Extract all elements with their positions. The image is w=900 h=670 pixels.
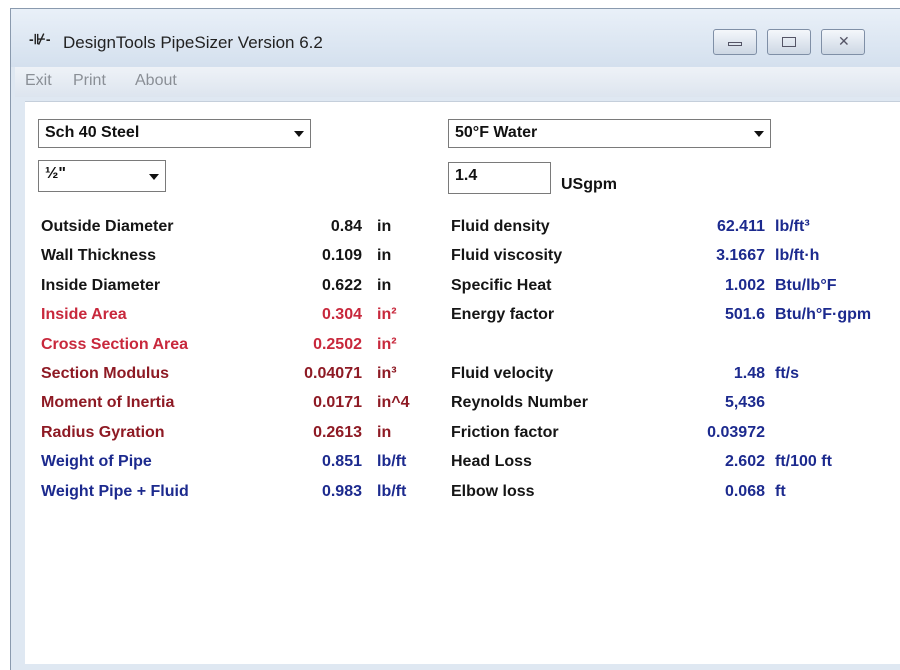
flow-input[interactable]: 1.4 [448,162,551,194]
row-unit: ft/s [775,365,799,383]
row-unit: Btu/h°F·gpm [775,306,871,324]
menu-item[interactable]: Print [73,72,106,90]
row-value: 5,436 [451,394,765,412]
window-title: DesignTools PipeSizer Version 6.2 [63,33,323,53]
row-value: 0.622 [41,277,362,295]
row-unit: in [377,218,391,236]
page: {"window": {"title": "DesignTools PipeSi… [0,0,900,670]
size-select[interactable]: ½" [38,160,166,192]
row-value: 1.48 [451,365,765,383]
menu-bar: Exit Print About [15,67,900,97]
select-value: Sch 40 Steel [45,124,139,141]
row-unit: in² [377,306,397,324]
row-value: 0.2502 [41,336,362,354]
row-unit: lb/ft [377,453,406,471]
maximize-button[interactable] [767,29,811,55]
client-area: Sch 40 Steel 50°F Water ½" 1.4 USgpm Out… [25,101,900,664]
row-value: 0.84 [41,218,362,236]
row-unit: in^4 [377,394,409,412]
row-value: 0.109 [41,247,362,265]
row-unit: lb/ft·h [775,247,819,265]
row-unit: in [377,277,391,295]
row-unit: lb/ft [377,483,406,501]
close-button[interactable]: ✕ [821,29,865,55]
flow-unit: USgpm [561,176,617,194]
row-value: 62.411 [451,218,765,236]
row-value: 501.6 [451,306,765,324]
material-select[interactable]: Sch 40 Steel [38,119,311,148]
row-value: 0.0171 [41,394,362,412]
input-value: 1.4 [455,167,477,184]
fluid-select[interactable]: 50°F Water [448,119,771,148]
row-unit: in [377,247,391,265]
row-value: 0.851 [41,453,362,471]
row-value: 0.304 [41,306,362,324]
row-value: 0.03972 [451,424,765,442]
row-unit: ft [775,483,786,501]
row-unit: in [377,424,391,442]
menu-item[interactable]: About [135,72,177,90]
select-value: ½" [45,165,66,182]
row-value: 3.1667 [451,247,765,265]
minimize-button[interactable] [713,29,757,55]
row-unit: in² [377,336,397,354]
row-value: 0.068 [451,483,765,501]
row-value: 0.04071 [41,365,362,383]
menu-item[interactable]: Exit [25,72,52,90]
row-unit: ft/100 ft [775,453,832,471]
row-value: 1.002 [451,277,765,295]
row-unit: Btu/lb°F [775,277,837,295]
row-value: 0.983 [41,483,362,501]
app-icon: -⊮- [29,31,51,48]
row-value: 2.602 [451,453,765,471]
row-unit: lb/ft³ [775,218,810,236]
select-value: 50°F Water [455,124,537,141]
title-bar: -⊮- DesignTools PipeSizer Version 6.2 ✕ [11,9,900,67]
row-value: 0.2613 [41,424,362,442]
row-unit: in³ [377,365,397,383]
window: -⊮- DesignTools PipeSizer Version 6.2 ✕ … [10,8,900,670]
